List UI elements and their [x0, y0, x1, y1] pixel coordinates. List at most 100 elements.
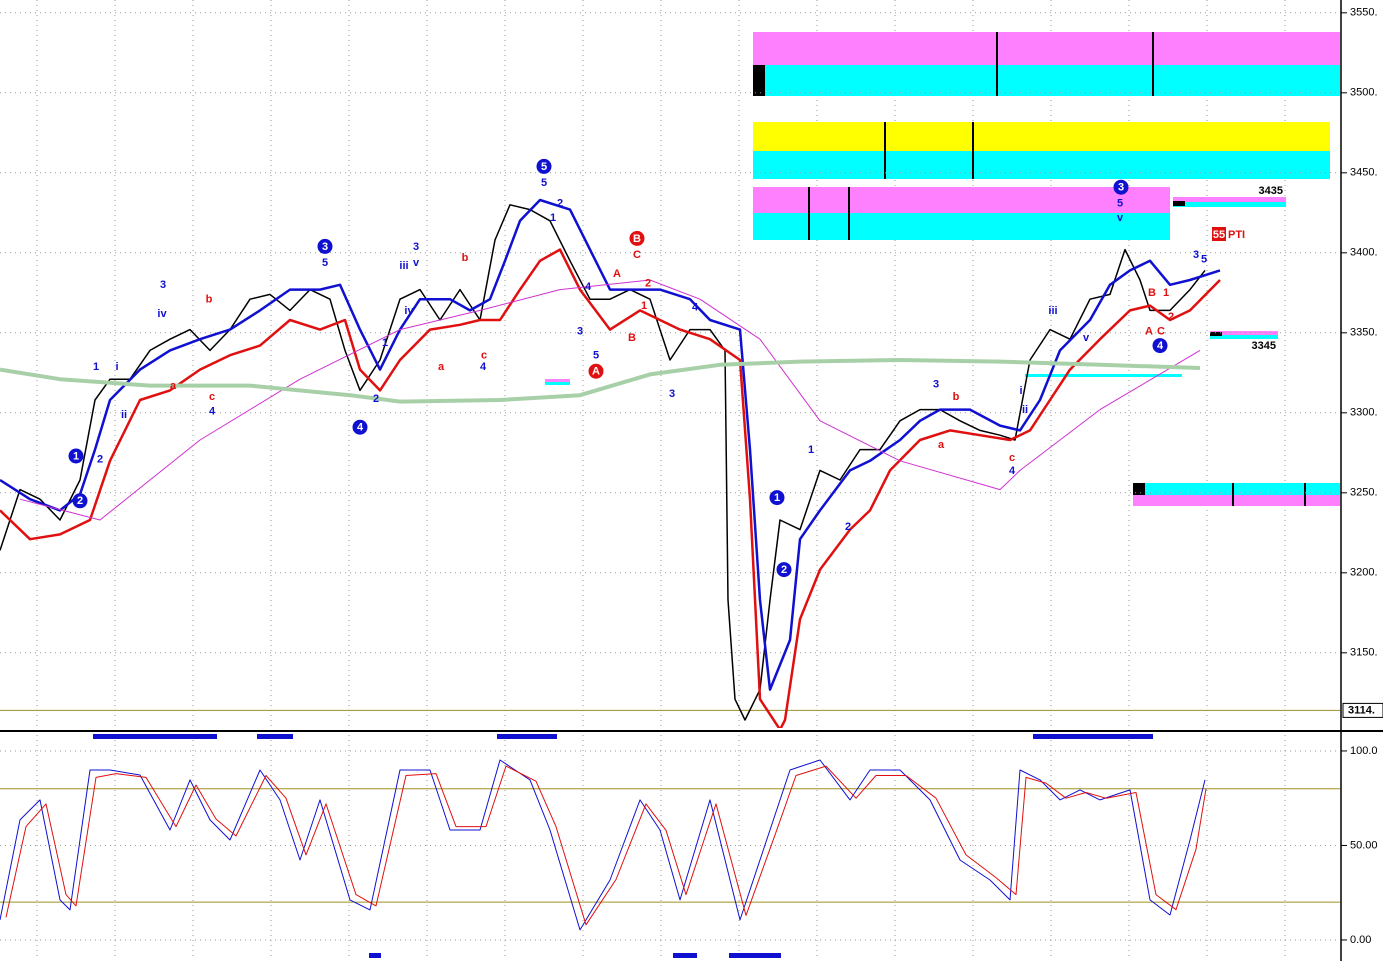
signal-bar [729, 953, 781, 958]
wave-label: 3 [322, 241, 328, 253]
wave-label: v [1083, 332, 1090, 344]
wave-label: 3 [1118, 182, 1124, 194]
wave-label: A [592, 366, 600, 378]
y-tick-label: 50.00 [1350, 839, 1378, 851]
tag-label: PTI [1228, 229, 1245, 241]
wave-label: 1 [1163, 287, 1169, 299]
series-line [0, 759, 1206, 931]
wave-label: 3 [577, 326, 583, 338]
y-tick-label: 3550. [1350, 7, 1378, 19]
wave-circle [68, 448, 84, 464]
y-tick-label: 3500. [1350, 87, 1378, 99]
wave-label: 1 [382, 337, 388, 349]
wave-label: 2 [557, 198, 563, 210]
wave-label: iii [399, 260, 408, 272]
wave-circle [352, 419, 368, 435]
wave-label: 3 [1193, 249, 1199, 261]
wave-label: C [633, 249, 641, 261]
y-tick-label: 3250. [1350, 487, 1378, 499]
wave-label: 1 [808, 444, 814, 456]
wave-label: 4 [209, 406, 216, 418]
y-tick-label: 3400. [1350, 247, 1378, 259]
wave-label: 4 [1157, 340, 1164, 352]
wave-label: 3 [413, 241, 419, 253]
wave-label: 5 [593, 350, 599, 362]
y-tick-label: 3350. [1350, 327, 1378, 339]
wave-label: ii [121, 409, 127, 421]
level-label: 3345 [1252, 340, 1276, 352]
signal-bar [497, 734, 557, 739]
y-tick-label: 100.0 [1350, 745, 1378, 757]
wave-label: a [438, 361, 445, 373]
level-label: 3435 [1259, 185, 1283, 197]
signal-bar [369, 953, 381, 958]
wave-label: B [1148, 287, 1156, 299]
y-tick-label: 3450. [1350, 167, 1378, 179]
wave-label: A [1145, 326, 1153, 338]
wave-label: 2 [77, 495, 83, 507]
wave-label: v [1117, 212, 1124, 224]
wave-label: b [206, 294, 213, 306]
y-tick-label: 3150. [1350, 647, 1378, 659]
wave-label: c [481, 350, 487, 362]
wave-label: 1 [641, 300, 647, 312]
wave-circle [769, 490, 785, 506]
series-line [0, 358, 1201, 404]
wave-circle [317, 238, 333, 254]
wave-label: 2 [845, 521, 851, 533]
wave-label: 2 [781, 564, 787, 576]
series-line [0, 198, 1221, 691]
wave-label: b [462, 252, 469, 264]
wave-label: 5 [1201, 254, 1207, 266]
count-label: 55 [1213, 229, 1225, 241]
wave-label: 3 [160, 279, 166, 291]
wave-label: 1 [93, 361, 99, 373]
wave-label: b [953, 391, 960, 403]
wave-label: 4 [480, 361, 487, 373]
wave-label: 5 [541, 177, 547, 189]
wave-label: 4 [585, 281, 592, 293]
y-tick-label: 3300. [1350, 407, 1378, 419]
wave-circle [536, 158, 552, 174]
series-line [5, 765, 1207, 926]
wave-label: 2 [1168, 311, 1174, 323]
gann-boxes [545, 32, 1340, 506]
wave-label: 1 [73, 450, 79, 462]
y-tick-label: 3200. [1350, 567, 1378, 579]
wave-label: i [1019, 385, 1022, 397]
wave-label: A [613, 268, 621, 280]
wave-label: 2 [373, 393, 379, 405]
signal-bar [673, 953, 697, 958]
wave-circle [1152, 338, 1168, 354]
wave-label: B [628, 332, 636, 344]
wave-label: B [633, 233, 641, 245]
wave-label: iv [157, 308, 167, 320]
wave-label: i [115, 361, 118, 373]
wave-label: v [413, 257, 420, 269]
plot-area [0, 759, 1207, 931]
wave-label: 3 [933, 378, 939, 390]
wave-label: 1 [774, 492, 780, 504]
wave-label: 2 [645, 278, 651, 290]
wave-label: 5 [1117, 198, 1123, 210]
signal-bar [257, 734, 293, 739]
signal-bar [1033, 734, 1153, 739]
wave-circle [588, 363, 604, 379]
wave-label: 4 [357, 422, 364, 434]
wave-circle [1113, 179, 1129, 195]
wave-label: 5 [541, 161, 547, 173]
series-line [0, 248, 1221, 728]
wave-label: c [209, 391, 215, 403]
wave-circle [72, 493, 88, 509]
wave-label: c [1009, 452, 1015, 464]
wave-label: a [938, 439, 945, 451]
last-price-label: 3114. [1348, 704, 1375, 716]
wave-label: 4 [1009, 465, 1016, 477]
wave-circle [629, 230, 645, 246]
wave-label: a [170, 380, 177, 392]
wave-label: ii [1022, 404, 1028, 416]
wave-label: 5 [322, 257, 328, 269]
series-line [19, 279, 1201, 521]
wave-label: 4 [692, 302, 699, 314]
